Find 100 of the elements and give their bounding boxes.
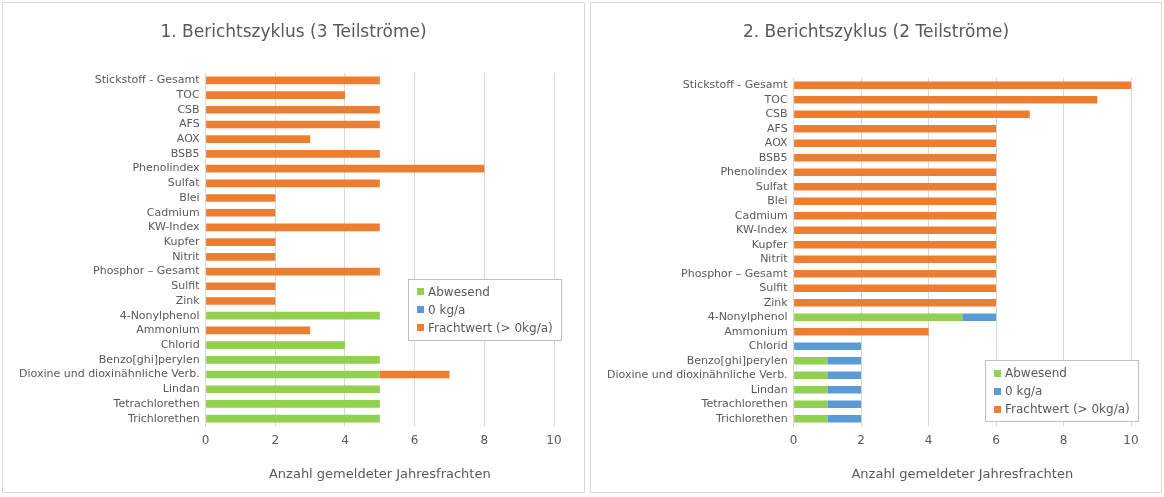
bar (794, 371, 828, 380)
y-tick-label: Ammonium (136, 323, 200, 337)
y-tick-label: Trichlorethen (715, 411, 788, 425)
y-tick-label: Sulfat (167, 176, 201, 190)
x-tick-label: 0 (201, 433, 210, 448)
bar (206, 208, 276, 217)
bar (794, 284, 997, 293)
bar (206, 385, 380, 394)
y-tick-label: CSB (765, 107, 788, 121)
bar (794, 211, 997, 220)
y-tick-label: Nitrit (760, 252, 789, 266)
bar (794, 269, 997, 278)
y-tick-label: 4-Nonylphenol (119, 308, 200, 322)
legend-label: Abwesend (427, 283, 491, 301)
x-tick-label: 6 (410, 433, 419, 448)
y-tick-label: KW-Index (148, 220, 201, 234)
y-tick-label: Phenolindex (132, 161, 201, 175)
bar (206, 150, 380, 158)
x-tick-label: 10 (1123, 433, 1139, 448)
y-tick-label: Blei (179, 190, 200, 204)
y-tick-label: AOX (176, 132, 201, 146)
chart-title: 1. Berichtszyklus (3 Teilströme) (159, 21, 428, 41)
y-tick-label: Dioxine und dioxinähnliche Verb. (18, 367, 200, 381)
y-tick-label: Lindan (162, 382, 200, 396)
y-tick-label: TOC (763, 92, 788, 106)
bar (827, 356, 862, 365)
y-tick-label: Benzo[ghi]perylen (686, 353, 788, 367)
bar (206, 135, 311, 144)
bar (206, 194, 276, 202)
legend-label: 0 kg/a (1004, 383, 1044, 400)
x-axis-title: Anzahl gemeldeter Jahresfrachten (268, 465, 491, 481)
bar (794, 298, 997, 307)
bar (206, 311, 380, 320)
x-tick-label: 10 (546, 433, 562, 448)
x-tick-label: 2 (857, 433, 865, 448)
bar (962, 313, 997, 322)
y-tick-label: Sulfat (755, 179, 789, 193)
x-tick-label: 2 (271, 433, 280, 448)
bar (794, 95, 1098, 104)
y-tick-label: Nitrit (172, 249, 201, 263)
x-axis-title: Anzahl gemeldeter Jahresfrachten (851, 465, 1074, 481)
y-tick-label: Dioxine und dioxinähnliche Verb. (606, 368, 788, 382)
bar (794, 124, 997, 133)
bar (206, 355, 380, 364)
y-tick-label: BSB5 (170, 146, 200, 160)
bar (794, 356, 828, 365)
bar (794, 226, 997, 235)
y-tick-label: AOX (764, 136, 789, 150)
y-tick-label: Sulfit (171, 279, 201, 293)
bar (794, 342, 862, 351)
bar (206, 282, 276, 291)
bar (827, 400, 862, 409)
bar (794, 153, 997, 162)
bar (206, 120, 380, 129)
bar (206, 105, 380, 114)
y-tick-label: 4-Nonylphenol (707, 310, 788, 324)
bar (206, 326, 311, 335)
y-tick-label: Phosphor – Gesamt (681, 266, 789, 280)
x-tick-label: 0 (789, 433, 798, 448)
bar (794, 240, 997, 249)
y-tick-label: Stickstoff - Gesamt (682, 78, 789, 92)
y-tick-label: Lindan (750, 382, 788, 396)
y-tick-label: Ammonium (724, 324, 788, 338)
bar (794, 81, 1131, 90)
x-tick-label: 8 (480, 433, 489, 448)
bar (794, 255, 997, 264)
bar (794, 197, 997, 206)
bar (206, 414, 380, 423)
bar (794, 414, 828, 423)
x-tick-label: 4 (924, 433, 933, 448)
bar (206, 267, 380, 276)
x-tick-label: 6 (992, 433, 1000, 448)
y-tick-label: Cadmium (146, 205, 200, 219)
bar (827, 414, 862, 423)
legend-label: Frachtwert (> 0kg/a) (1004, 401, 1130, 418)
x-tick-label: 4 (341, 433, 349, 448)
bar (206, 179, 380, 188)
y-tick-label: KW-Index (736, 223, 789, 237)
bar (206, 91, 345, 99)
y-tick-label: Benzo[ghi]perylen (98, 352, 200, 366)
legend-label: Abwesend (1004, 365, 1068, 382)
bar (794, 168, 997, 177)
y-tick-label: Chlorid (748, 339, 788, 353)
y-tick-label: Cadmium (734, 208, 788, 222)
y-tick-label: AFS (178, 117, 200, 131)
y-tick-label: Blei (767, 194, 788, 208)
bar (206, 370, 380, 379)
bar (827, 371, 862, 380)
y-tick-label: Sulfit (759, 281, 789, 295)
y-tick-label: Chlorid (160, 337, 200, 351)
bar (206, 341, 345, 349)
x-tick-label: 8 (1059, 433, 1068, 448)
y-tick-label: Zink (175, 293, 201, 307)
bar (206, 297, 276, 305)
y-tick-label: CSB (177, 102, 200, 116)
y-tick-label: Tetrachlorethen (700, 397, 788, 411)
y-tick-label: Kupfer (163, 235, 201, 249)
y-tick-label: TOC (175, 87, 200, 101)
bar (794, 327, 929, 336)
bar (206, 164, 485, 173)
